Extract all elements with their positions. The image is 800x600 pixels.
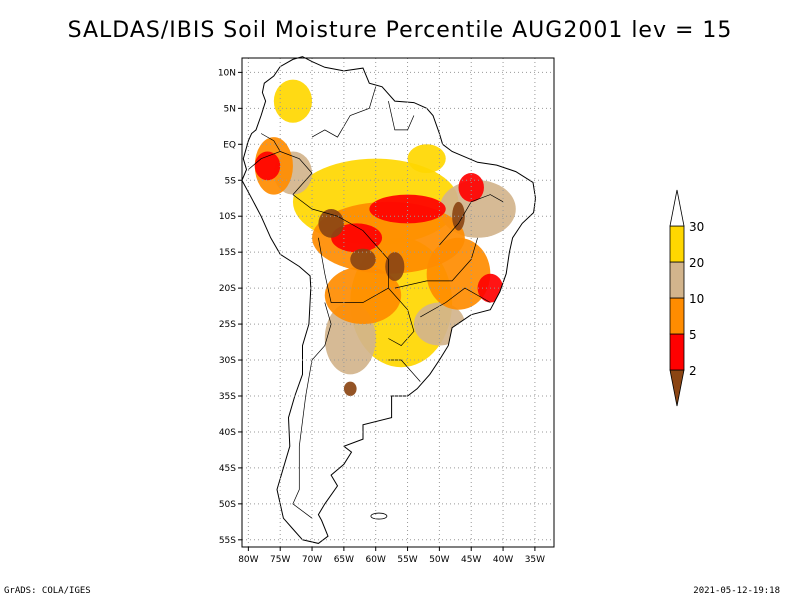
- moisture-region-10-10: [324, 266, 402, 325]
- x-tick-label: 80W: [238, 555, 258, 565]
- x-tick-label: 50W: [429, 555, 449, 565]
- border-line: [292, 302, 332, 519]
- moisture-region-2-19: [385, 252, 405, 281]
- footer-timestamp: 2021-05-12-19:18: [693, 586, 780, 596]
- y-tick-label: 10N: [218, 68, 236, 78]
- moisture-region-2-18: [350, 248, 376, 271]
- y-tick-label: 30S: [219, 356, 236, 366]
- border-line: [388, 359, 421, 382]
- colorbar-label: 30: [689, 220, 704, 234]
- x-tick-label: 65W: [334, 555, 354, 565]
- y-tick-label: 5N: [224, 104, 236, 114]
- moisture-region-30-3: [407, 144, 446, 174]
- border-line: [318, 237, 389, 303]
- y-tick-label: 35S: [219, 392, 236, 402]
- colorbar-label: 2: [689, 364, 697, 378]
- y-tick-label: EQ: [223, 140, 236, 150]
- colorbar-segment: [669, 297, 685, 335]
- x-tick-label: 55W: [397, 555, 417, 565]
- moisture-region-30-2: [273, 79, 313, 123]
- y-tick-label: 50S: [219, 500, 236, 510]
- falkland-islands: [370, 512, 388, 520]
- coastline: [241, 56, 537, 544]
- colorbar-label: 20: [689, 256, 704, 270]
- x-tick-label: 40W: [493, 555, 513, 565]
- border-line: [248, 133, 281, 170]
- colorbar-label: 5: [689, 328, 697, 342]
- colorbar: 2 5 10 20 30: [669, 189, 704, 407]
- border-line: [292, 194, 389, 289]
- y-tick-label: 40S: [219, 428, 236, 438]
- y-tick-label: 55S: [219, 536, 236, 546]
- colorbar-upper-cap: [669, 189, 685, 227]
- moisture-region-5-16: [458, 173, 484, 202]
- latitude-ticks: 10N 5N EQ 5S 10S 15S 20S 25S 30S 35S 40S 45S 50S 55S: [218, 68, 242, 546]
- longitude-ticks: 80W 75W 70W 65W 60W 55W 50W 45W 40W 35W: [238, 547, 545, 565]
- y-tick-label: 5S: [225, 176, 237, 186]
- footer-grads-credit: GrADS: COLA/IGES: [4, 586, 91, 596]
- map-title: SALDAS/IBIS Soil Moisture Percentile AUG…: [67, 18, 733, 43]
- border-line: [280, 151, 313, 195]
- colorbar-segment: [669, 225, 685, 263]
- border-line: [388, 287, 415, 347]
- x-tick-label: 35W: [525, 555, 545, 565]
- colorbar-lower-cap: [669, 369, 685, 407]
- border-line: [388, 101, 415, 131]
- colorbar-label: 10: [689, 292, 704, 306]
- country-borders: [248, 86, 504, 520]
- colorbar-segment: [669, 261, 685, 299]
- lat-lon-grid: [242, 58, 554, 547]
- y-tick-label: 25S: [219, 320, 236, 330]
- colorbar-segment: [669, 333, 685, 371]
- border-line: [439, 194, 504, 246]
- y-tick-label: 15S: [219, 248, 236, 258]
- border-line: [394, 237, 478, 289]
- map-frame: [241, 57, 555, 548]
- moisture-region-2-17: [318, 209, 344, 238]
- y-tick-label: 10S: [219, 212, 236, 222]
- x-tick-label: 75W: [270, 555, 290, 565]
- moisture-region-5-15: [254, 151, 281, 181]
- x-tick-label: 70W: [302, 555, 322, 565]
- moisture-region-2-21: [343, 381, 357, 396]
- y-tick-label: 20S: [219, 284, 236, 294]
- y-tick-label: 45S: [219, 464, 236, 474]
- x-tick-label: 60W: [366, 555, 386, 565]
- moisture-regions: [254, 79, 516, 396]
- border-line: [420, 287, 491, 318]
- x-tick-label: 45W: [461, 555, 481, 565]
